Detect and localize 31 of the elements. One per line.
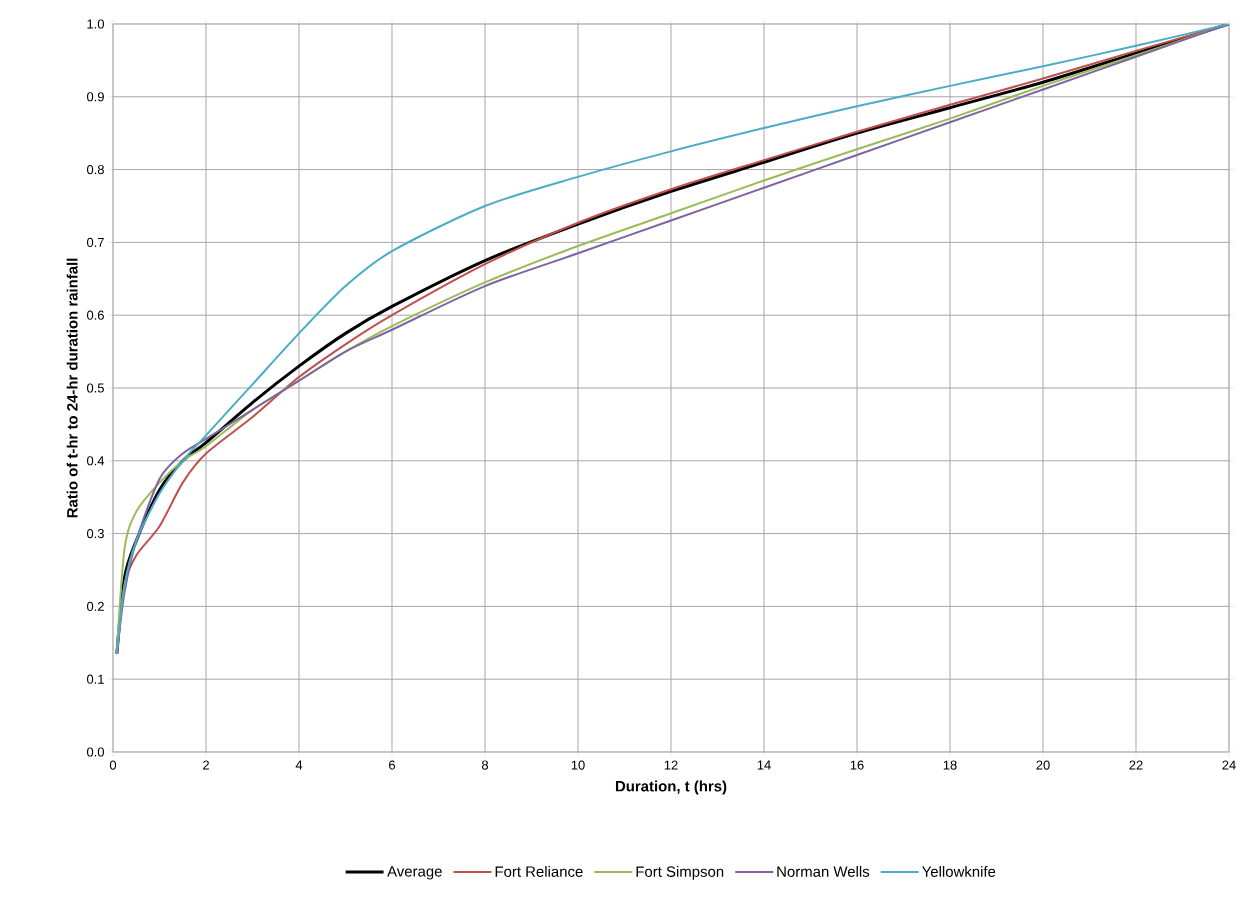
y-tick-label: 0.3 — [86, 528, 104, 539]
x-axis-title: Duration, t (hrs) — [615, 780, 727, 795]
legend-label: Yellowknife — [922, 865, 996, 877]
y-tick-label: 0.0 — [86, 747, 104, 757]
legend-label: Norman Wells — [777, 865, 870, 877]
y-tick-label: 0.8 — [86, 164, 104, 175]
x-tick-label: 6 — [389, 760, 396, 770]
y-tick-label: 0.5 — [86, 383, 104, 393]
x-tick-label: 4 — [295, 760, 303, 770]
x-tick-label: 20 — [1036, 760, 1050, 770]
x-tick-label: 14 — [757, 760, 771, 770]
legend-label: Fort Reliance — [495, 865, 583, 877]
y-axis-title: Ratio of t-hr to 24-hr duration rainfall — [66, 258, 78, 518]
y-tick-label: 0.4 — [86, 456, 105, 466]
x-tick-label: 8 — [481, 760, 489, 770]
x-tick-label: 12 — [664, 760, 678, 770]
x-tick-label: 10 — [571, 760, 585, 770]
x-tick-label: 18 — [943, 760, 957, 770]
x-tick-label: 16 — [850, 760, 864, 770]
y-tick-label: 0.6 — [86, 310, 104, 320]
y-tick-label: 0.2 — [86, 601, 104, 611]
x-tick-label: 22 — [1129, 760, 1143, 770]
y-tick-label: 1.0 — [87, 19, 104, 29]
y-tick-label: 0.7 — [86, 237, 104, 247]
y-tick-label: 0.1 — [86, 674, 104, 684]
x-tick-label: 0 — [109, 760, 117, 770]
legend-label: Average — [387, 866, 442, 880]
x-tick-label: 24 — [1222, 760, 1236, 770]
x-tick-label: 2 — [203, 760, 209, 770]
y-tick-label: 0.9 — [86, 92, 104, 102]
legend-label: Fort Simpson — [636, 865, 724, 880]
